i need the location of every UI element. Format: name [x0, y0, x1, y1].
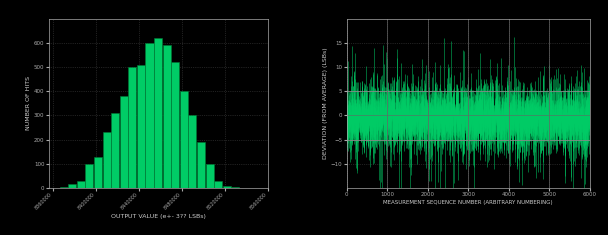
Bar: [347, 91, 590, 140]
Bar: [154, 38, 162, 188]
Bar: [206, 164, 213, 188]
Bar: [223, 186, 231, 188]
Bar: [103, 132, 111, 188]
Bar: [180, 91, 188, 188]
Y-axis label: NUMBER OF HITS: NUMBER OF HITS: [26, 76, 31, 130]
Bar: [188, 115, 196, 188]
Bar: [68, 184, 77, 188]
Bar: [171, 62, 179, 188]
Bar: [60, 187, 67, 188]
Bar: [77, 181, 85, 188]
Y-axis label: DEVIATION (FROM AVERAGE) (LSBs): DEVIATION (FROM AVERAGE) (LSBs): [323, 47, 328, 159]
Bar: [128, 67, 136, 188]
Bar: [94, 157, 102, 188]
Bar: [111, 113, 119, 188]
Bar: [231, 187, 240, 188]
Bar: [137, 65, 145, 188]
Bar: [120, 96, 128, 188]
X-axis label: OUTPUT VALUE (e+- 3?? LSBs): OUTPUT VALUE (e+- 3?? LSBs): [111, 214, 206, 219]
Bar: [197, 142, 205, 188]
Bar: [85, 164, 94, 188]
Bar: [214, 181, 223, 188]
Bar: [162, 45, 171, 188]
X-axis label: MEASUREMENT SEQUENCE NUMBER (ARBITRARY NUMBERING): MEASUREMENT SEQUENCE NUMBER (ARBITRARY N…: [384, 200, 553, 205]
Bar: [145, 43, 154, 188]
